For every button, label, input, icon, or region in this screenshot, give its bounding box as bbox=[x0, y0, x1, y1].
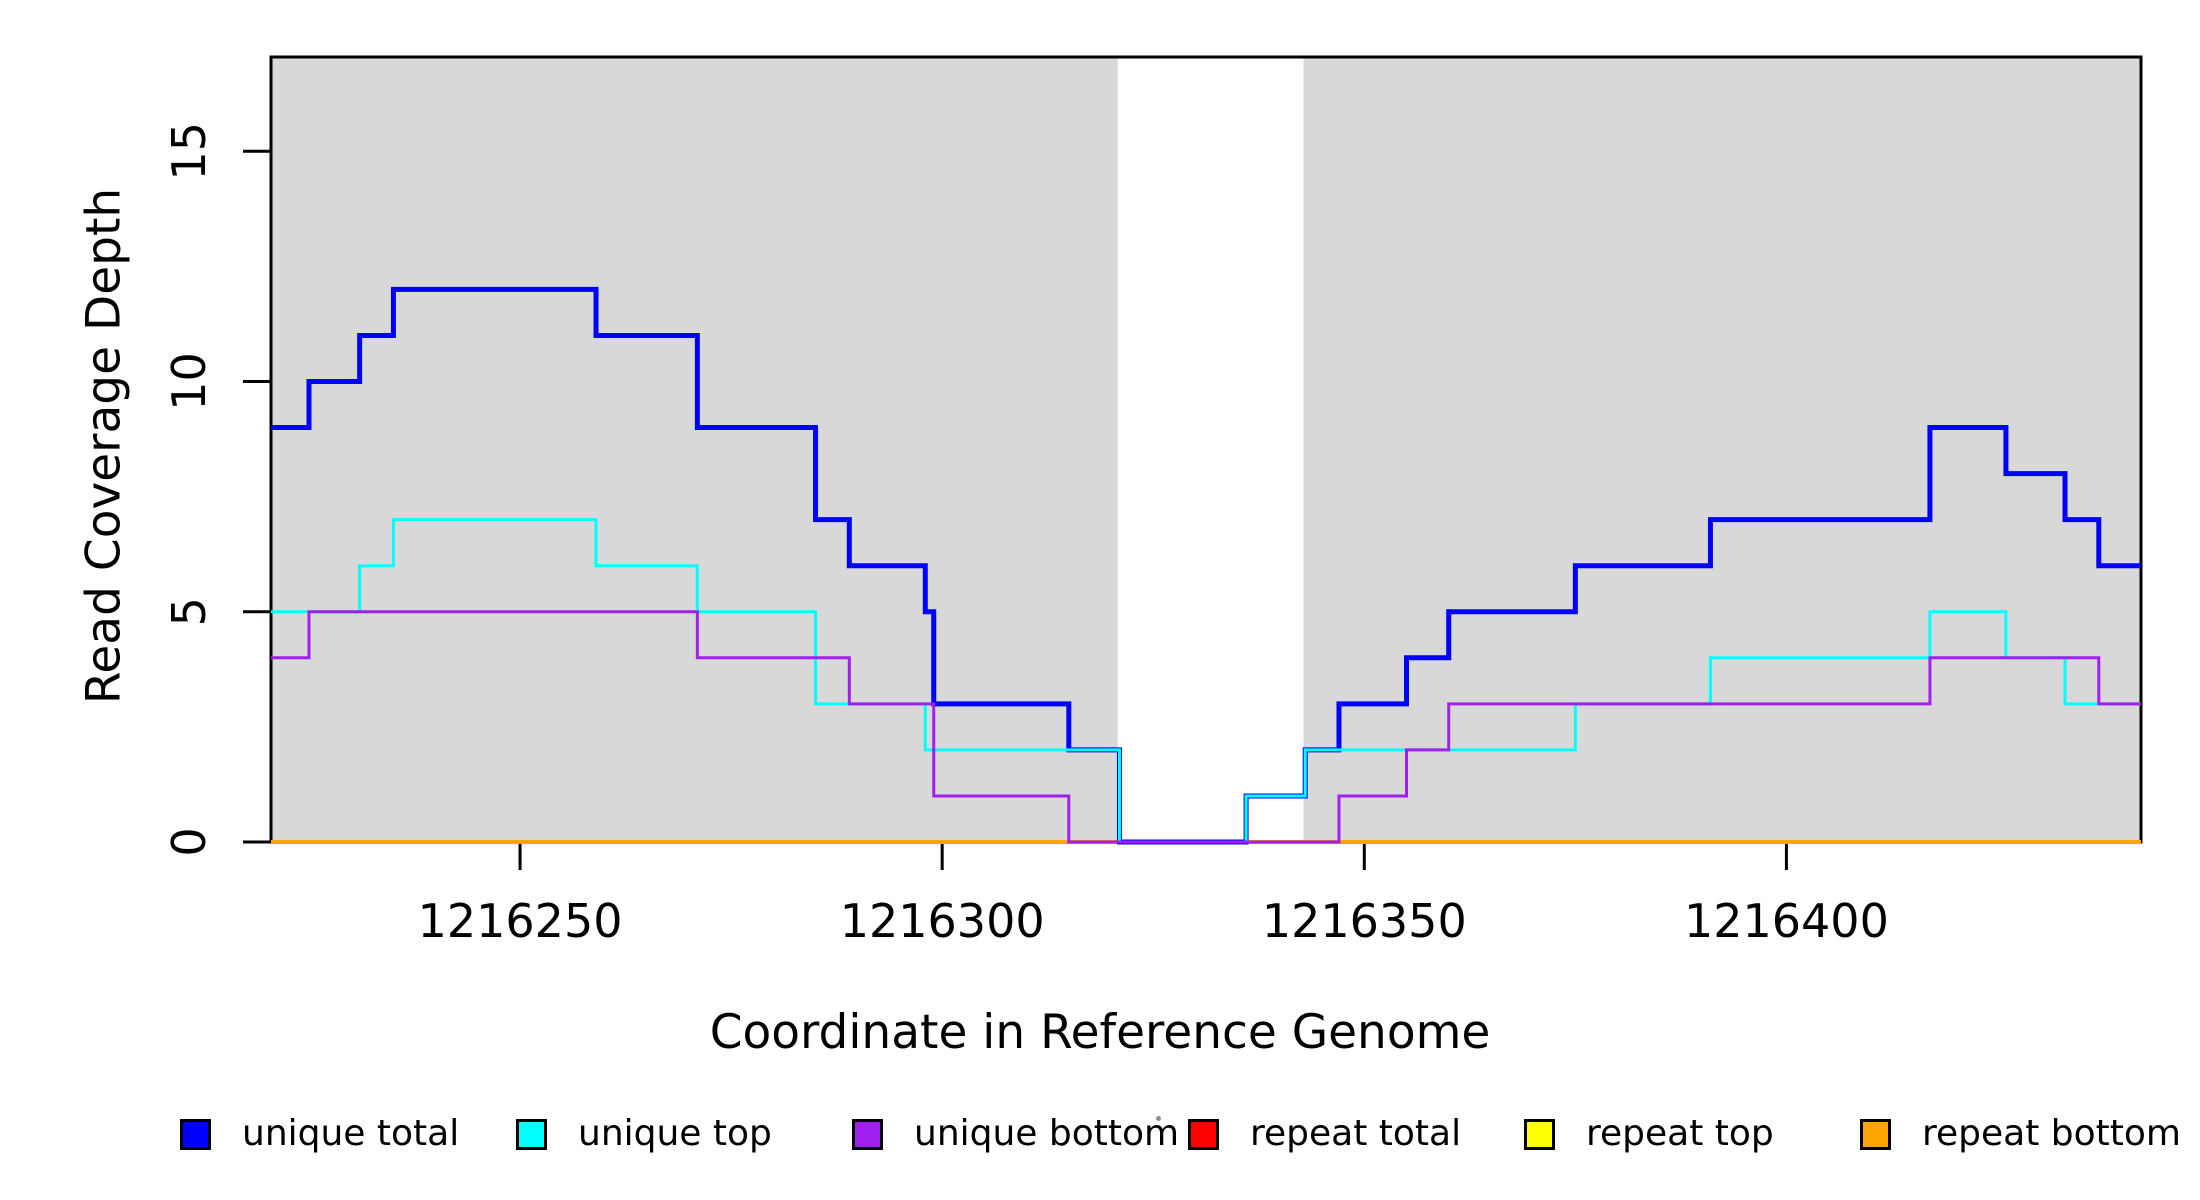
x-tick-label: 1216400 bbox=[1684, 894, 1889, 948]
legend-item-repeat-bottom: repeat bottom bbox=[1860, 1114, 2181, 1154]
legend-label: repeat top bbox=[1586, 1113, 1774, 1154]
x-tick-label: 1216350 bbox=[1262, 894, 1467, 948]
unique-top-swatch-icon bbox=[516, 1118, 547, 1150]
legend-item-unique-total: unique total bbox=[180, 1114, 459, 1154]
legend-label: unique top bbox=[578, 1113, 772, 1154]
legend-label: unique bottom bbox=[914, 1113, 1180, 1154]
x-axis-title: Coordinate in Reference Genome bbox=[709, 1005, 1491, 1060]
legend-label: repeat total bbox=[1250, 1113, 1462, 1154]
legend-item-repeat-total: repeat total bbox=[1188, 1114, 1461, 1154]
legend-label: unique total bbox=[242, 1113, 460, 1154]
series-line-unique-bottom bbox=[271, 610, 2141, 844]
y-tick-label: 15 bbox=[162, 122, 216, 181]
x-tick-label: 1216250 bbox=[418, 894, 623, 948]
y-tick-label: 5 bbox=[162, 597, 216, 626]
stray-mark bbox=[1156, 1116, 1161, 1121]
y-tick-label: 10 bbox=[162, 352, 216, 411]
repeat-top-swatch-icon bbox=[1524, 1118, 1555, 1150]
repeat-total-swatch-icon bbox=[1188, 1118, 1219, 1150]
legend-item-repeat-top: repeat top bbox=[1524, 1114, 1774, 1154]
legend-item-unique-top: unique top bbox=[516, 1114, 772, 1154]
unique-region-left bbox=[271, 57, 1118, 842]
legend-label: repeat bottom bbox=[1922, 1113, 2181, 1154]
y-axis-title: Read Coverage Depth bbox=[76, 187, 132, 705]
unique-bottom-swatch-icon bbox=[852, 1118, 883, 1150]
unique-region-right bbox=[1303, 57, 2141, 842]
unique-total-swatch-icon bbox=[180, 1118, 211, 1150]
x-tick-label: 1216300 bbox=[840, 894, 1045, 948]
y-tick-label: 0 bbox=[162, 827, 216, 856]
repeat-bottom-swatch-icon bbox=[1860, 1118, 1891, 1150]
legend-item-unique-bottom: unique bottom bbox=[852, 1114, 1179, 1154]
